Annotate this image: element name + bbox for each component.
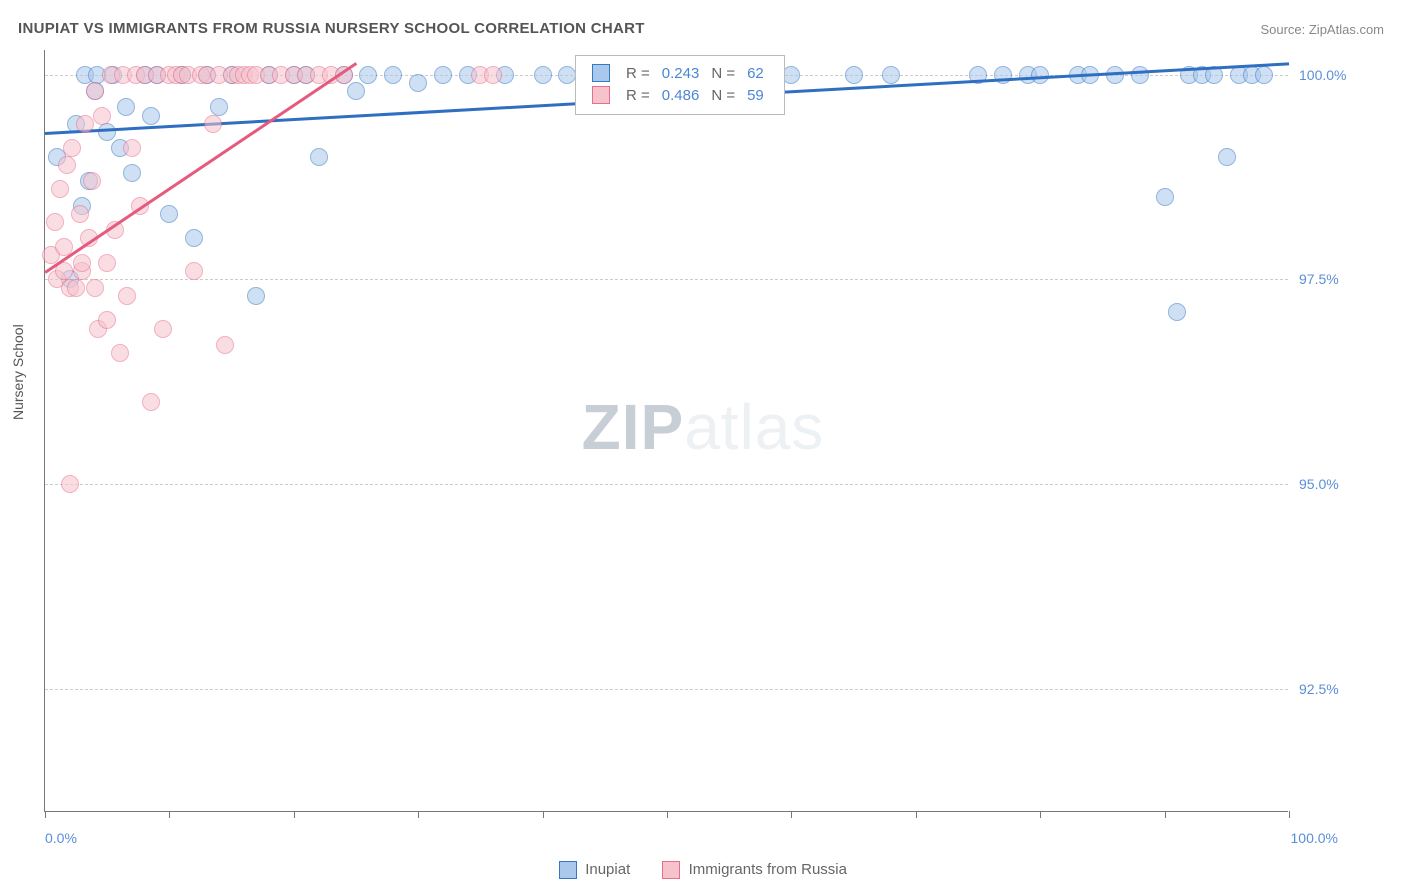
scatter-point bbox=[845, 66, 863, 84]
bottom-legend: Inupiat Immigrants from Russia bbox=[0, 861, 1406, 879]
scatter-point bbox=[98, 254, 116, 272]
square-icon bbox=[662, 861, 680, 879]
scatter-point bbox=[67, 279, 85, 297]
scatter-point bbox=[46, 213, 64, 231]
gridline bbox=[45, 484, 1288, 485]
scatter-point bbox=[1168, 303, 1186, 321]
scatter-point bbox=[1156, 188, 1174, 206]
y-axis-label: Nursery School bbox=[10, 324, 26, 420]
scatter-point bbox=[86, 82, 104, 100]
scatter-point bbox=[86, 279, 104, 297]
scatter-point bbox=[98, 311, 116, 329]
scatter-point bbox=[359, 66, 377, 84]
plot-area: 92.5%95.0%97.5%100.0%0.0%100.0%R =0.243N… bbox=[44, 50, 1288, 812]
scatter-point bbox=[63, 139, 81, 157]
legend-text: Immigrants from Russia bbox=[689, 861, 847, 878]
scatter-point bbox=[1131, 66, 1149, 84]
legend-r-value: 0.243 bbox=[656, 62, 706, 84]
scatter-point bbox=[117, 98, 135, 116]
x-tick bbox=[791, 811, 792, 818]
gridline bbox=[45, 689, 1288, 690]
square-icon bbox=[592, 64, 610, 82]
scatter-point bbox=[123, 139, 141, 157]
x-tick bbox=[1289, 811, 1290, 818]
square-icon bbox=[592, 86, 610, 104]
scatter-point bbox=[204, 115, 222, 133]
scatter-point bbox=[111, 344, 129, 362]
legend-n-value: 62 bbox=[741, 62, 770, 84]
scatter-point bbox=[384, 66, 402, 84]
x-tick bbox=[418, 811, 419, 818]
x-tick-label: 100.0% bbox=[1291, 830, 1338, 846]
y-tick-label: 95.0% bbox=[1299, 476, 1339, 492]
scatter-point bbox=[484, 66, 502, 84]
scatter-point bbox=[210, 98, 228, 116]
legend-r-label: R = bbox=[620, 84, 656, 106]
square-icon bbox=[559, 861, 577, 879]
scatter-point bbox=[58, 156, 76, 174]
x-tick bbox=[294, 811, 295, 818]
source-label: Source: ZipAtlas.com bbox=[1260, 22, 1384, 37]
x-tick bbox=[45, 811, 46, 818]
scatter-point bbox=[160, 205, 178, 223]
scatter-point bbox=[247, 287, 265, 305]
x-tick bbox=[916, 811, 917, 818]
bottom-legend-item: Inupiat bbox=[559, 861, 634, 878]
scatter-point bbox=[71, 205, 89, 223]
legend-n-value: 59 bbox=[741, 84, 770, 106]
x-tick bbox=[169, 811, 170, 818]
scatter-point bbox=[83, 172, 101, 190]
scatter-point bbox=[51, 180, 69, 198]
scatter-point bbox=[123, 164, 141, 182]
scatter-point bbox=[76, 115, 94, 133]
x-tick-label: 0.0% bbox=[45, 830, 77, 846]
scatter-point bbox=[558, 66, 576, 84]
scatter-point bbox=[1255, 66, 1273, 84]
scatter-point bbox=[782, 66, 800, 84]
scatter-point bbox=[142, 393, 160, 411]
gridline bbox=[45, 279, 1288, 280]
scatter-point bbox=[118, 287, 136, 305]
scatter-point bbox=[1031, 66, 1049, 84]
scatter-point bbox=[98, 123, 116, 141]
scatter-point bbox=[185, 229, 203, 247]
scatter-point bbox=[93, 107, 111, 125]
scatter-point bbox=[1218, 148, 1236, 166]
scatter-point bbox=[61, 475, 79, 493]
legend-n-label: N = bbox=[705, 84, 741, 106]
scatter-point bbox=[142, 107, 160, 125]
legend-text: Inupiat bbox=[585, 861, 630, 878]
chart-title: INUPIAT VS IMMIGRANTS FROM RUSSIA NURSER… bbox=[18, 20, 645, 37]
bottom-legend-item: Immigrants from Russia bbox=[662, 861, 847, 878]
x-tick bbox=[667, 811, 668, 818]
scatter-point bbox=[434, 66, 452, 84]
x-tick bbox=[543, 811, 544, 818]
y-tick-label: 97.5% bbox=[1299, 271, 1339, 287]
y-tick-label: 100.0% bbox=[1299, 67, 1346, 83]
scatter-point bbox=[73, 254, 91, 272]
scatter-point bbox=[882, 66, 900, 84]
legend-r-value: 0.486 bbox=[656, 84, 706, 106]
legend-r-label: R = bbox=[620, 62, 656, 84]
legend-box: R =0.243N =62 R =0.486N =59 bbox=[575, 55, 785, 115]
scatter-point bbox=[216, 336, 234, 354]
scatter-point bbox=[185, 262, 203, 280]
scatter-point bbox=[409, 74, 427, 92]
scatter-point bbox=[154, 320, 172, 338]
scatter-point bbox=[347, 82, 365, 100]
scatter-point bbox=[534, 66, 552, 84]
scatter-point bbox=[310, 148, 328, 166]
legend-n-label: N = bbox=[705, 62, 741, 84]
y-tick-label: 92.5% bbox=[1299, 681, 1339, 697]
x-tick bbox=[1040, 811, 1041, 818]
x-tick bbox=[1165, 811, 1166, 818]
